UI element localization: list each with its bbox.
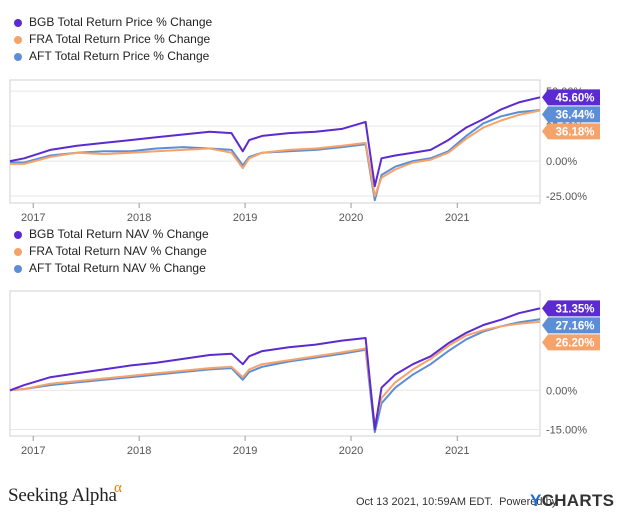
footer: Seeking Alpha α Oct 13 2021, 10:59AM EDT… [0,478,635,515]
series-line-fra[interactable] [9,320,541,426]
bgb-dot-icon [14,18,22,27]
x-tick-label: 2017 [21,445,45,457]
y-tick-label: -15.00% [546,424,587,436]
y-tick-label: 0.00% [546,385,577,397]
legend-price: BGB Total Return Price % Change FRA Tota… [14,14,212,65]
x-tick-label: 2018 [127,445,151,457]
y-tick-label: 0.00% [546,156,577,168]
end-label-aft: 27.16% [542,317,600,334]
legend-label: FRA Total Return NAV % Change [29,244,207,258]
series-line-bgb[interactable] [9,307,541,431]
y-tick-label: -25.00% [546,191,587,203]
legend-label: AFT Total Return NAV % Change [29,261,206,275]
series-line-fra[interactable] [10,109,541,197]
nav-chart[interactable]: 0.00% -15.00% 2017 2018 2019 2020 2021 31.35% 27… [0,283,635,478]
end-label-text: 31.35% [555,303,594,315]
legend-label: BGB Total Return NAV % Change [29,227,209,241]
end-label-bgb: 31.35% [542,300,600,317]
timestamp: Oct 13 2021, 10:59AM EDT. Powered by [356,496,558,508]
legend-label: AFT Total Return Price % Change [29,49,210,63]
plot-area [9,290,541,437]
x-tick-label: 2021 [445,212,469,224]
price-chart[interactable]: 50.00%25.00%0.00%-25.00%2017201820192020… [0,72,635,297]
series-line-aft[interactable] [10,109,541,202]
legend-item[interactable]: BGB Total Return Price % Change [14,14,212,31]
end-label-text: 27.16% [555,320,594,332]
legend-item[interactable]: FRA Total Return Price % Change [14,31,212,48]
fra-dot-icon [14,35,22,44]
end-label-text: 26.20% [555,337,594,349]
x-tick-label: 2017 [21,212,45,224]
bgb-dot-icon [14,230,22,239]
legend-label: FRA Total Return Price % Change [29,32,211,46]
aft-dot-icon [14,52,22,61]
x-tick-label: 2020 [339,445,363,457]
legend-item[interactable]: BGB Total Return NAV % Change [14,226,209,243]
end-label-aft: 36.44% [542,106,600,123]
x-tick-label: 2018 [127,212,151,224]
x-tick-label: 2021 [445,445,469,457]
alpha-symbol: α [114,480,122,496]
aft-dot-icon [14,264,22,273]
legend-item[interactable]: AFT Total Return NAV % Change [14,260,209,277]
legend-label: BGB Total Return Price % Change [29,15,213,29]
x-tick-label: 2019 [233,212,257,224]
legend-nav: BGB Total Return NAV % Change FRA Total … [14,226,209,277]
legend-item[interactable]: AFT Total Return Price % Change [14,48,212,65]
x-tick-label: 2020 [339,212,363,224]
end-label-text: 45.60% [555,92,594,104]
series-line-aft[interactable] [9,318,541,434]
seeking-alpha-logo[interactable]: Seeking Alpha [8,485,117,506]
x-tick-label: 2019 [233,445,257,457]
series-line-bgb[interactable] [9,96,541,188]
end-label-text: 36.18% [555,126,594,138]
end-label-bgb: 45.60% [542,89,600,106]
plot-area [9,79,541,204]
fra-dot-icon [14,247,22,256]
end-label-fra: 26.20% [542,334,600,351]
end-label-text: 36.44% [555,109,594,121]
ycharts-logo[interactable]: YCHARTS [530,491,615,510]
end-label-fra: 36.18% [542,123,600,140]
legend-item[interactable]: FRA Total Return NAV % Change [14,243,209,260]
